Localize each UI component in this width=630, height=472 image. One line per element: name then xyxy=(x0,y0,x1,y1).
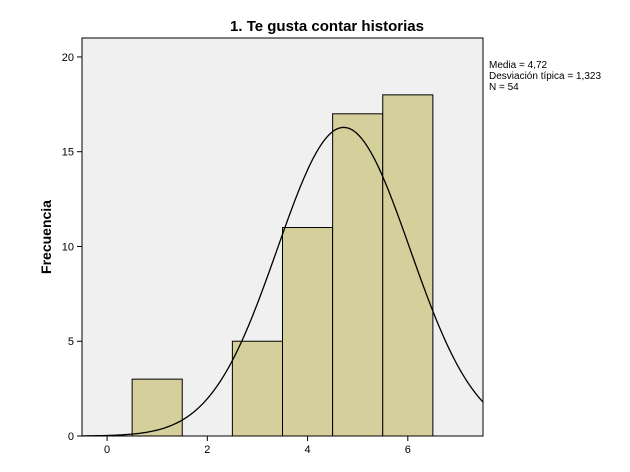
histogram-bar-1 xyxy=(132,379,182,436)
x-tick-label-6: 6 xyxy=(405,444,411,456)
y-axis-label: Frecuencia xyxy=(38,200,54,274)
chart-title: 1. Te gusta contar historias xyxy=(230,18,424,35)
x-axis: 0 2 4 6 xyxy=(104,436,411,456)
histogram-bar-4 xyxy=(283,228,333,436)
x-tick-label-0: 0 xyxy=(104,444,110,456)
histogram-bar-3 xyxy=(232,341,282,436)
stats-n: N = 54 xyxy=(489,82,519,93)
y-tick-label-10: 10 xyxy=(62,241,74,253)
histogram-bar-6 xyxy=(383,95,433,436)
y-tick-label-20: 20 xyxy=(62,52,74,64)
stats-legend: Media = 4,72 Desviación típica = 1,323 N… xyxy=(489,60,601,93)
y-tick-label-5: 5 xyxy=(68,336,74,348)
y-axis: 0 5 10 15 20 xyxy=(62,52,82,443)
y-tick-label-15: 15 xyxy=(62,147,74,159)
y-tick-label-0: 0 xyxy=(68,431,74,443)
stats-sd: Desviación típica = 1,323 xyxy=(489,71,601,82)
stats-mean: Media = 4,72 xyxy=(489,60,548,71)
x-tick-label-4: 4 xyxy=(305,444,311,456)
x-tick-label-2: 2 xyxy=(204,444,210,456)
histogram-bar-5 xyxy=(333,114,383,436)
